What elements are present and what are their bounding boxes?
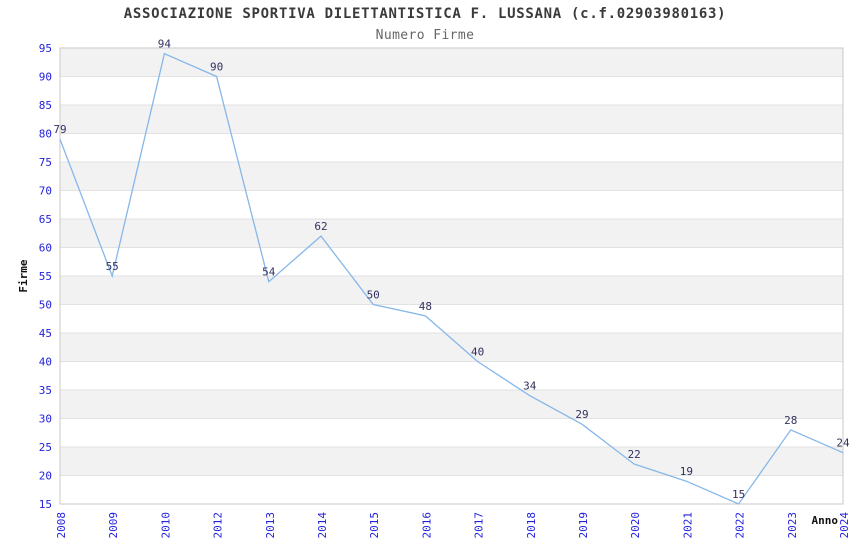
point-label: 94 xyxy=(158,38,172,51)
x-tick-label: 2018 xyxy=(525,512,538,539)
x-tick-label: 2013 xyxy=(264,512,277,539)
background-band xyxy=(60,105,843,134)
x-tick-label: 2021 xyxy=(681,512,694,539)
y-tick-label: 65 xyxy=(39,213,52,226)
y-tick-label: 90 xyxy=(39,71,52,84)
x-tick-label: 2016 xyxy=(420,512,433,539)
y-tick-label: 55 xyxy=(39,270,52,283)
x-tick-label: 2015 xyxy=(368,512,381,539)
y-tick-label: 40 xyxy=(39,356,52,369)
y-tick-label: 20 xyxy=(39,470,52,483)
point-label: 34 xyxy=(523,380,537,393)
point-label: 19 xyxy=(680,465,693,478)
point-label: 79 xyxy=(53,123,66,136)
x-tick-label: 2019 xyxy=(577,512,590,539)
chart-subtitle: Numero Firme xyxy=(375,28,475,43)
point-label: 22 xyxy=(628,448,641,461)
point-label: 28 xyxy=(784,414,797,427)
x-tick-label: 2024 xyxy=(838,512,850,539)
y-tick-label: 75 xyxy=(39,156,52,169)
point-label: 62 xyxy=(314,220,327,233)
background-band xyxy=(60,333,843,362)
x-tick-label: 2008 xyxy=(55,512,68,539)
background-band xyxy=(60,447,843,476)
chart-title: ASSOCIAZIONE SPORTIVA DILETTANTISTICA F.… xyxy=(123,6,727,22)
point-label: 90 xyxy=(210,61,223,74)
point-label: 29 xyxy=(575,408,588,421)
x-tick-label: 2020 xyxy=(629,512,642,539)
x-tick-label: 2014 xyxy=(316,512,329,539)
background-band xyxy=(60,219,843,248)
x-tick-label: 2009 xyxy=(107,512,120,539)
y-tick-label: 80 xyxy=(39,128,52,141)
point-label: 15 xyxy=(732,488,745,501)
x-tick-label: 2010 xyxy=(159,512,172,539)
point-label: 54 xyxy=(262,266,276,279)
x-tick-label: 2012 xyxy=(212,512,225,539)
point-label: 55 xyxy=(106,260,119,273)
x-tick-label: 2022 xyxy=(734,512,747,539)
y-tick-label: 15 xyxy=(39,498,52,511)
plot-border xyxy=(59,47,844,505)
point-label: 24 xyxy=(836,437,850,450)
y-tick-label: 45 xyxy=(39,327,52,340)
y-tick-label: 95 xyxy=(39,42,52,55)
y-tick-label: 50 xyxy=(39,299,52,312)
background-band xyxy=(60,162,843,191)
x-axis-title: Anno xyxy=(811,514,839,527)
point-label: 50 xyxy=(367,289,380,302)
y-tick-label: 25 xyxy=(39,441,52,454)
y-tick-label: 35 xyxy=(39,384,52,397)
x-tick-label: 2023 xyxy=(786,512,799,539)
point-label: 48 xyxy=(419,300,432,313)
y-tick-label: 70 xyxy=(39,185,52,198)
background-band xyxy=(60,276,843,305)
y-tick-label: 85 xyxy=(39,99,52,112)
point-label: 40 xyxy=(471,346,484,359)
y-tick-label: 60 xyxy=(39,242,52,255)
background-band xyxy=(60,390,843,419)
background-band xyxy=(60,48,843,77)
data-line xyxy=(59,52,844,505)
x-tick-label: 2017 xyxy=(473,512,486,539)
y-tick-label: 30 xyxy=(39,413,52,426)
